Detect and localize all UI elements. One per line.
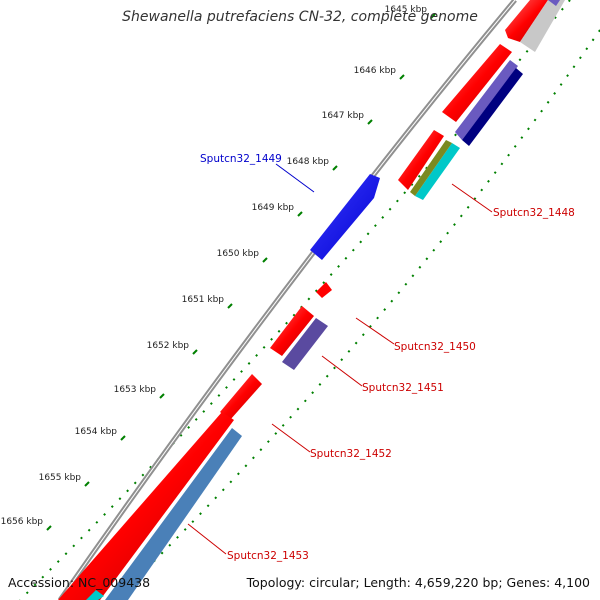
- map-title: Shewanella putrefaciens CN-32, complete …: [122, 9, 478, 25]
- genome-backbone-inner: [59, 0, 516, 600]
- gene-1448-olive: [410, 140, 452, 196]
- summary-text: Topology: circular; Length: 4,659,220 bp…: [246, 575, 590, 590]
- tick-label: 1650 kbp: [217, 249, 260, 259]
- gene-top-red: [505, 0, 548, 42]
- tick-mark: [46, 525, 52, 531]
- tick-label: 1645 kbp: [385, 5, 428, 15]
- gene-1450-red: [316, 282, 332, 298]
- gene-top-gray: [520, 0, 565, 52]
- accession-text: Accession: NC_009438: [8, 575, 151, 590]
- tick-mark: [262, 257, 268, 263]
- gene-1451-purple: [282, 318, 328, 370]
- tick-mark: [120, 435, 126, 441]
- tick-mark: [332, 165, 338, 171]
- gene-label-1451[interactable]: Sputcn32_1451: [362, 382, 444, 394]
- leader-1452: [271, 423, 311, 453]
- tick-mark: [84, 481, 90, 487]
- gene-1453-red: [58, 412, 234, 600]
- gene-1453-steelblue: [105, 428, 242, 600]
- leader-1451: [321, 355, 363, 387]
- tick-mark: [430, 13, 436, 19]
- gene-1446-navy: [462, 68, 523, 146]
- gene-label-1449[interactable]: Sputcn32_1449: [200, 153, 282, 165]
- inner-ring-dotted: [114, 29, 600, 600]
- gene-label-1452[interactable]: Sputcn32_1452: [310, 448, 392, 460]
- gene-bottom-cyan: [86, 590, 104, 600]
- gene-label-1448[interactable]: Sputcn32_1448: [493, 207, 575, 219]
- tick-label: 1651 kbp: [182, 295, 225, 305]
- leader-1449: [275, 163, 315, 193]
- leader-1448: [451, 183, 493, 213]
- tick-mark: [297, 211, 303, 217]
- tick-mark: [367, 119, 373, 125]
- gene-1451-red: [270, 306, 314, 356]
- gene-1448-red: [398, 130, 444, 190]
- gene-1449-blue-arrow: [310, 174, 380, 260]
- tick-label: 1654 kbp: [75, 427, 118, 437]
- leader-1450: [355, 317, 395, 345]
- gene-1452-red: [220, 374, 262, 420]
- tick-mark: [227, 303, 233, 309]
- genome-backbone: [57, 0, 517, 600]
- tick-label: 1647 kbp: [322, 111, 365, 121]
- tick-label: 1649 kbp: [252, 203, 295, 213]
- tick-mark: [159, 393, 165, 399]
- tick-label: 1652 kbp: [147, 341, 190, 351]
- tick-label: 1655 kbp: [39, 473, 82, 483]
- gene-1448-cyan: [415, 143, 460, 200]
- gene-label-1450[interactable]: Sputcn32_1450: [394, 341, 476, 353]
- tick-group: 1645 kbp 1646 kbp 1647 kbp 1648 kbp 1649 kbp…: [1, 5, 436, 531]
- gene-top-purple-small: [548, 0, 560, 6]
- tick-label: 1653 kbp: [114, 385, 157, 395]
- leader-1453: [187, 523, 227, 555]
- tick-label: 1648 kbp: [287, 157, 330, 167]
- gene-1446-purple: [455, 60, 518, 140]
- gene-label-1453[interactable]: Sputcn32_1453: [227, 550, 309, 562]
- tick-label: 1656 kbp: [1, 517, 44, 527]
- tick-mark: [399, 74, 405, 80]
- tick-mark: [192, 349, 198, 355]
- gene-1446-red: [442, 44, 512, 122]
- tick-label: 1646 kbp: [354, 66, 397, 76]
